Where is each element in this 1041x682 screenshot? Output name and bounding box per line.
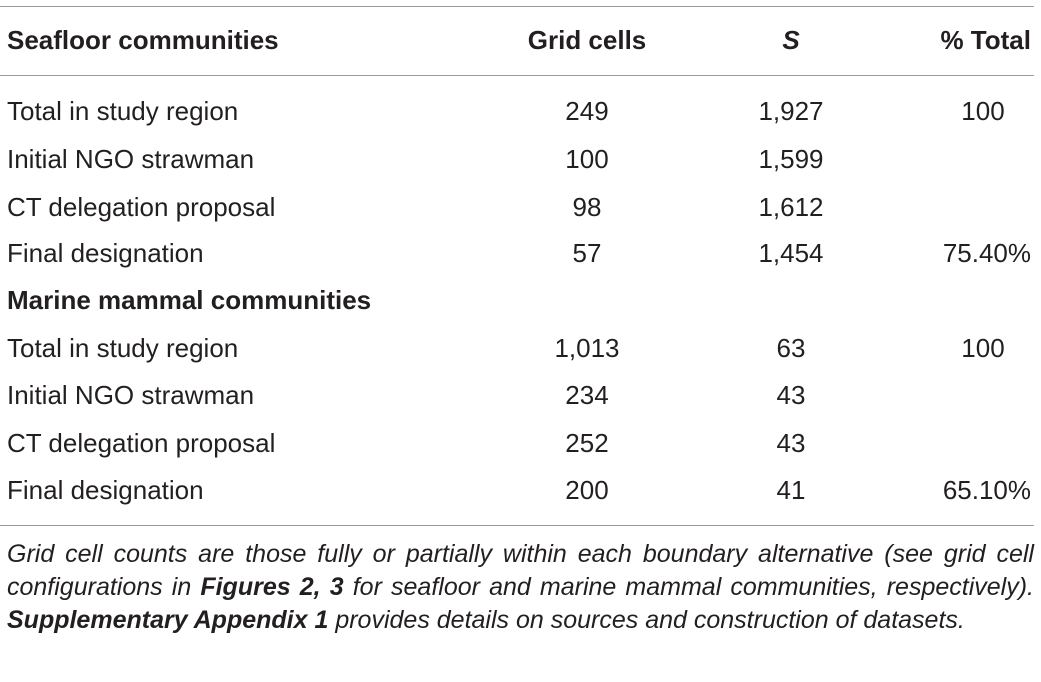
- header-percent-total: % Total: [940, 25, 1031, 55]
- row-grid-cells: 98: [572, 192, 602, 222]
- table-row: Total in study region 1,013 63 100: [0, 325, 1041, 372]
- row-s: 63: [776, 333, 806, 363]
- table-row: Final designation 200 41 65.10%: [0, 467, 1041, 514]
- row-s: 43: [776, 380, 806, 410]
- section-title: Marine mammal communities: [7, 285, 372, 315]
- header-rule: [0, 75, 1034, 76]
- row-s: 1,612: [758, 192, 824, 222]
- appendix-reference-link[interactable]: Supplementary Appendix 1: [7, 606, 329, 634]
- row-label: CT delegation proposal: [7, 428, 276, 458]
- table-row: CT delegation proposal 98 1,612: [0, 184, 1041, 231]
- row-label: Final designation: [7, 238, 204, 268]
- row-percent: 65.10%: [942, 475, 1031, 505]
- row-s: 1,927: [758, 96, 824, 126]
- footnote-text: provides details on sources and construc…: [328, 606, 965, 634]
- header-s: S: [782, 25, 800, 55]
- row-percent: 75.40%: [942, 238, 1031, 268]
- row-grid-cells: 252: [565, 428, 609, 458]
- table-row: Total in study region 249 1,927 100: [0, 88, 1041, 135]
- header-seafloor-communities: Seafloor communities: [7, 25, 279, 55]
- row-percent: 100: [961, 96, 1005, 126]
- table-header: Seafloor communities Grid cells S % Tota…: [0, 17, 1041, 64]
- row-label: Total in study region: [7, 96, 239, 126]
- row-percent: 100: [961, 333, 1005, 363]
- row-label: Final designation: [7, 475, 204, 505]
- bottom-rule: [0, 525, 1034, 526]
- table-row: CT delegation proposal 252 43: [0, 420, 1041, 467]
- table-row: Initial NGO strawman 234 43: [0, 372, 1041, 419]
- section-title-marine-mammal: Marine mammal communities: [0, 277, 1041, 324]
- row-grid-cells: 57: [572, 238, 602, 268]
- row-grid-cells: 100: [565, 144, 609, 174]
- row-label: Total in study region: [7, 333, 239, 363]
- row-s: 1,454: [758, 238, 824, 268]
- top-rule: [0, 6, 1034, 7]
- row-label: Initial NGO strawman: [7, 380, 255, 410]
- row-grid-cells: 200: [565, 475, 609, 505]
- row-grid-cells: 249: [565, 96, 609, 126]
- table-row: Final designation 57 1,454 75.40%: [0, 230, 1041, 277]
- row-s: 43: [776, 428, 806, 458]
- row-s: 41: [776, 475, 806, 505]
- figures-reference-link[interactable]: Figures 2, 3: [200, 573, 344, 601]
- table-footnote: Grid cell counts are those fully or part…: [7, 538, 1034, 637]
- table-row: Initial NGO strawman 100 1,599: [0, 136, 1041, 183]
- row-label: CT delegation proposal: [7, 192, 276, 222]
- row-grid-cells: 234: [565, 380, 609, 410]
- row-label: Initial NGO strawman: [7, 144, 255, 174]
- row-grid-cells: 1,013: [554, 333, 620, 363]
- footnote-text: Grid cell counts are those fully or part…: [7, 540, 1034, 601]
- header-grid-cells: Grid cells: [527, 25, 647, 55]
- footnote-text: for seafloor and marine mammal communiti…: [343, 573, 1035, 601]
- row-s: 1,599: [758, 144, 824, 174]
